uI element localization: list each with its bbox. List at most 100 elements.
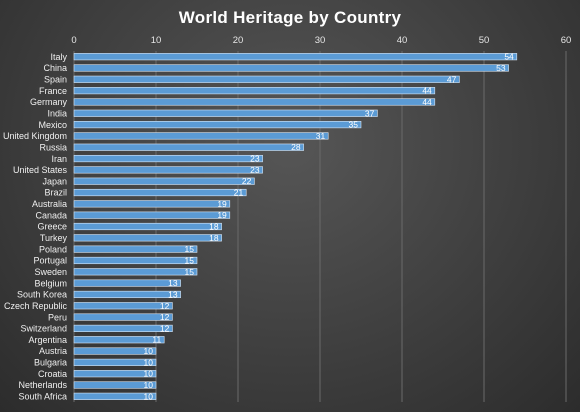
data-label: 13 xyxy=(168,289,178,299)
category-label: Argentina xyxy=(28,335,67,345)
data-label: 10 xyxy=(144,346,154,356)
data-label: 18 xyxy=(209,233,219,243)
category-label: Czech Republic xyxy=(4,301,68,311)
category-label: India xyxy=(47,108,67,118)
data-label: 12 xyxy=(160,323,170,333)
category-label: Mexico xyxy=(38,120,67,130)
data-label: 44 xyxy=(422,97,432,107)
bar xyxy=(73,75,460,83)
data-label: 15 xyxy=(185,255,195,265)
data-label: 13 xyxy=(168,278,178,288)
bar xyxy=(73,245,198,253)
data-label: 15 xyxy=(185,244,195,254)
data-label: 15 xyxy=(185,267,195,277)
x-tick-label: 20 xyxy=(233,35,244,46)
bar xyxy=(73,154,263,163)
bar xyxy=(73,98,436,106)
category-label: Australia xyxy=(32,199,67,209)
bar xyxy=(73,279,181,287)
category-label: Netherlands xyxy=(18,380,67,390)
bar xyxy=(73,121,362,129)
data-label: 54 xyxy=(504,52,514,62)
chart-title: World Heritage by Country xyxy=(178,8,402,27)
data-label: 44 xyxy=(422,86,432,96)
category-label: France xyxy=(39,86,67,96)
category-label: South Korea xyxy=(17,290,67,300)
bar xyxy=(73,109,378,117)
bar xyxy=(73,234,222,242)
bar xyxy=(73,302,173,310)
bar xyxy=(73,211,231,219)
data-label: 23 xyxy=(250,165,260,175)
category-label: Brazil xyxy=(44,188,67,198)
bar xyxy=(73,200,231,208)
bar xyxy=(73,336,165,344)
data-label: 12 xyxy=(160,301,170,311)
data-label: 22 xyxy=(242,176,252,186)
bar xyxy=(73,256,198,265)
x-tick-label: 60 xyxy=(561,35,572,46)
data-label: 18 xyxy=(209,222,219,232)
bar xyxy=(73,370,157,378)
category-label: Italy xyxy=(50,52,67,62)
category-label: United Kingdom xyxy=(3,131,67,141)
category-label: Belgium xyxy=(34,278,67,288)
data-label: 21 xyxy=(234,188,244,198)
category-label: Bulgaria xyxy=(34,358,67,368)
bar xyxy=(73,53,518,61)
bar xyxy=(73,177,255,185)
category-label: Greece xyxy=(37,222,67,232)
bar xyxy=(73,222,222,231)
data-label: 12 xyxy=(160,312,170,322)
data-label: 31 xyxy=(316,131,326,141)
data-label: 19 xyxy=(217,199,227,209)
x-tick-label: 50 xyxy=(479,35,490,46)
x-tick-label: 40 xyxy=(397,35,408,46)
data-label: 10 xyxy=(144,369,154,379)
category-label: Japan xyxy=(42,176,67,186)
category-label: Turkey xyxy=(40,233,68,243)
data-label: 37 xyxy=(365,108,375,118)
category-label: Germany xyxy=(30,97,68,107)
data-label: 28 xyxy=(291,142,301,152)
x-tick-label: 30 xyxy=(315,35,326,46)
bar xyxy=(73,188,247,197)
category-label: Austria xyxy=(39,346,67,356)
data-label: 53 xyxy=(496,63,506,73)
bar xyxy=(73,347,157,355)
bar xyxy=(73,392,157,400)
data-label: 10 xyxy=(144,380,154,390)
category-label: Spain xyxy=(44,75,67,85)
bar xyxy=(73,290,181,299)
bar xyxy=(73,166,263,174)
data-label: 23 xyxy=(250,154,260,164)
category-label: Canada xyxy=(35,210,67,220)
category-label: Switzerland xyxy=(20,324,67,334)
bar xyxy=(73,268,198,276)
data-label: 11 xyxy=(152,335,161,345)
data-label: 19 xyxy=(217,210,227,220)
category-label: Peru xyxy=(48,312,67,322)
category-label: Iran xyxy=(51,154,67,164)
data-label: 10 xyxy=(144,391,154,401)
bar xyxy=(73,64,509,72)
bar xyxy=(73,324,173,332)
bar xyxy=(73,87,436,95)
category-label: Portugal xyxy=(33,256,67,266)
category-label: China xyxy=(43,63,67,73)
x-tick-label: 10 xyxy=(151,35,162,46)
category-label: South Africa xyxy=(18,392,67,402)
data-label: 35 xyxy=(349,120,359,130)
bar xyxy=(73,132,329,140)
category-label: United States xyxy=(13,165,68,175)
bar xyxy=(73,143,304,151)
category-label: Croatia xyxy=(38,369,67,379)
data-label: 47 xyxy=(447,74,457,84)
bar xyxy=(73,358,157,366)
category-label: Sweden xyxy=(34,267,67,277)
bar xyxy=(73,313,173,321)
category-label: Poland xyxy=(39,244,67,254)
bar xyxy=(73,381,157,389)
